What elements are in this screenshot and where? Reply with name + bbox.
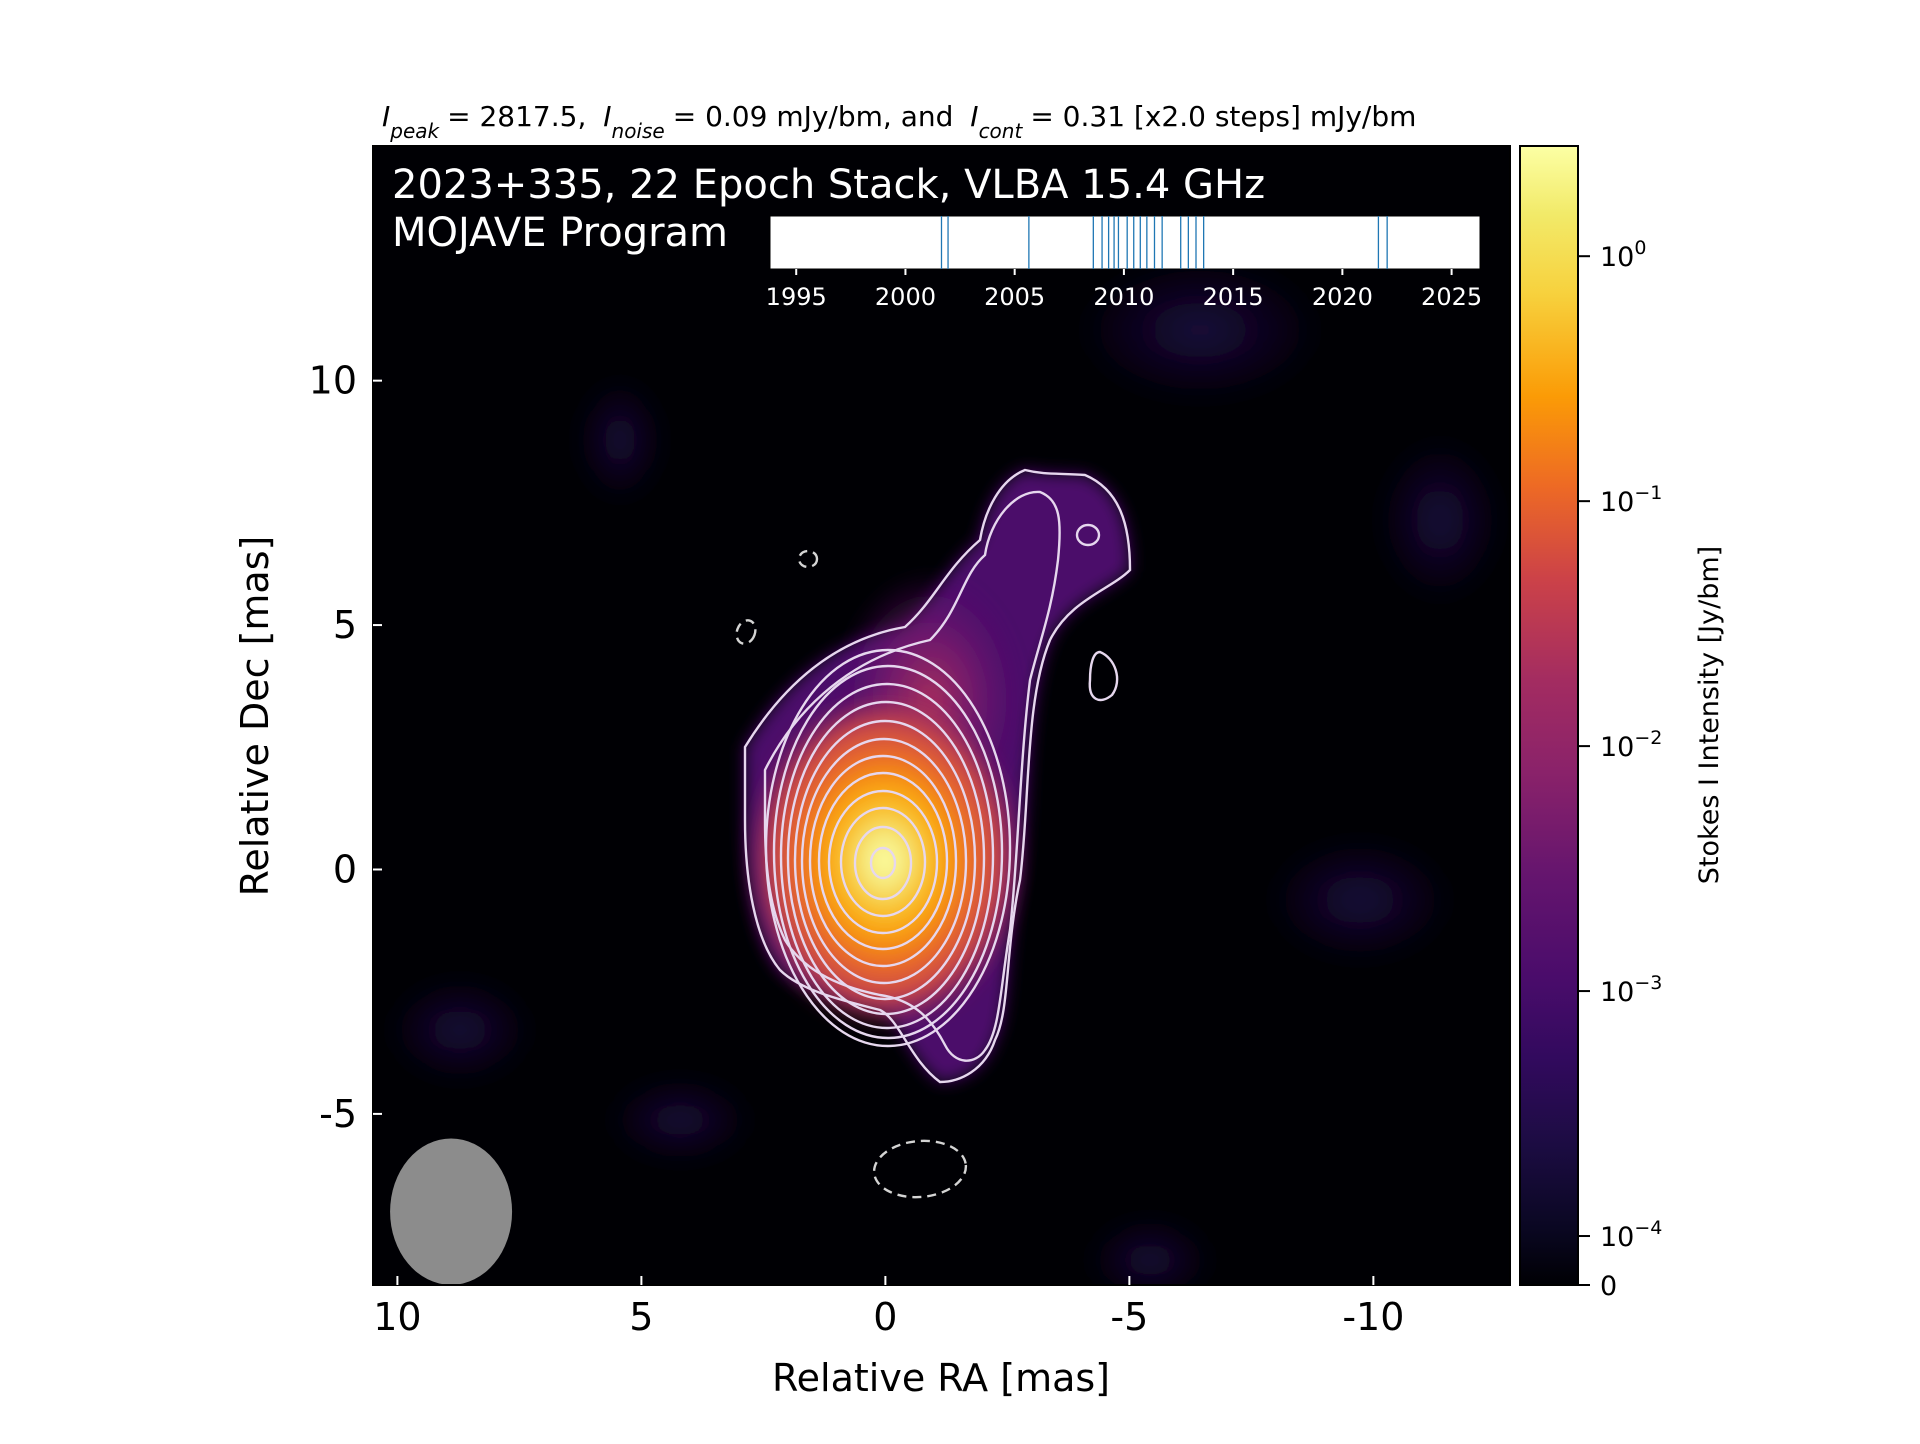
contour-8 — [800, 737, 968, 985]
cont-value: = 0.31 [x2.0 steps] mJy/bm — [1030, 100, 1416, 133]
timeline-tick-label: 2010 — [1093, 283, 1154, 311]
negative-contour-3 — [872, 1139, 968, 1199]
contour-12 — [839, 806, 927, 918]
intensity-summary-header: Ipeak = 2817.5, Inoise = 0.09 mJy/bm, and … — [382, 100, 1416, 143]
colorbar-tick-label: 0 — [1600, 1271, 1617, 1302]
negative-contour-2 — [735, 619, 757, 645]
y-axis-ticks: 10 5 0 -5 — [309, 359, 382, 1136]
timeline-tick-label: 2020 — [1312, 283, 1373, 311]
intensity-image: 10 5 0 -5 -10 10 5 0 -5 2023+335, 22 Epoch Stac… — [309, 145, 1511, 1339]
contour-13 — [853, 825, 913, 901]
y-tick-label: -5 — [319, 1092, 357, 1136]
timeline-tick-label: 2015 — [1203, 283, 1264, 311]
x-axis-label: Relative RA [mas] — [772, 1356, 1110, 1400]
negative-contours — [735, 549, 968, 1199]
colorbar-tick-label: 100 — [1600, 237, 1646, 273]
contour-2 — [763, 490, 1061, 1062]
colorbar-ticks: 100 10−1 10−2 10−3 10−4 0 — [1578, 237, 1662, 1302]
colorbar-tick-label: 10−1 — [1600, 482, 1662, 518]
timeline-tick-label: 2000 — [875, 283, 936, 311]
contour-14 — [869, 846, 897, 880]
y-tick-label: 10 — [309, 359, 357, 403]
y-axis-label: Relative Dec [mas] — [233, 536, 277, 897]
image-subtitle: MOJAVE Program — [392, 210, 728, 256]
noise-subscript: noise — [612, 119, 665, 143]
colorbar: 100 10−1 10−2 10−3 10−4 0 Stokes I Intensity … — [1519, 145, 1725, 1302]
contour-10 — [817, 771, 949, 951]
contour-set — [743, 468, 1132, 1084]
timeline-tick-label: 2005 — [984, 283, 1045, 311]
timeline-box — [769, 215, 1481, 270]
colorbar-gradient — [1519, 145, 1579, 1286]
contour-4 — [772, 664, 1004, 1040]
cont-subscript: cont — [979, 119, 1024, 143]
x-tick-label: -5 — [1110, 1295, 1148, 1339]
timeline-ticks: 1995 2000 2005 2010 2015 2020 2025 — [766, 269, 1482, 311]
timeline-tick-label: 1995 — [766, 283, 827, 311]
restoring-beam — [390, 1138, 513, 1285]
peak-subscript: peak — [389, 119, 440, 143]
noise-patches — [390, 260, 1500, 1285]
contour-island-1 — [1075, 523, 1101, 547]
contour-5 — [779, 682, 995, 1030]
contour-island-2 — [1088, 650, 1119, 702]
peak-value: = 2817.5, — [447, 100, 586, 133]
x-axis-ticks: 10 5 0 -5 -10 — [373, 1276, 1404, 1339]
emission-layer — [390, 260, 1500, 1285]
colorbar-label: Stokes I Intensity [Jy/bm] — [1694, 546, 1725, 884]
contour-9 — [808, 754, 958, 968]
x-tick-label: -10 — [1342, 1295, 1404, 1339]
x-tick-label: 0 — [873, 1295, 897, 1339]
colorbar-tick-label: 10−3 — [1600, 972, 1662, 1008]
contour-6 — [786, 700, 986, 1016]
plot-frame — [372, 145, 1511, 1286]
intensity-symbol: I — [603, 100, 611, 133]
epoch-timeline: 1995 2000 2005 2010 2015 2020 2025 — [766, 215, 1482, 311]
noise-value: = 0.09 mJy/bm, and — [673, 100, 954, 133]
colorbar-tick-label: 10−4 — [1600, 1217, 1662, 1253]
y-tick-label: 0 — [333, 847, 357, 891]
contour-1 — [743, 468, 1132, 1084]
image-title: 2023+335, 22 Epoch Stack, VLBA 15.4 GHz — [392, 162, 1265, 208]
intensity-symbol: I — [970, 100, 978, 133]
intensity-symbol: I — [382, 100, 390, 133]
timeline-tick-label: 2025 — [1421, 283, 1482, 311]
y-tick-label: 5 — [333, 603, 357, 647]
negative-contour-1 — [797, 549, 819, 569]
x-tick-label: 5 — [629, 1295, 653, 1339]
x-tick-label: 10 — [373, 1295, 421, 1339]
timeline-epoch-lines — [940, 216, 1388, 269]
colorbar-tick-label: 10−2 — [1600, 727, 1662, 763]
contour-11 — [827, 789, 939, 935]
contour-3 — [764, 648, 1012, 1048]
contour-7 — [793, 719, 977, 1001]
